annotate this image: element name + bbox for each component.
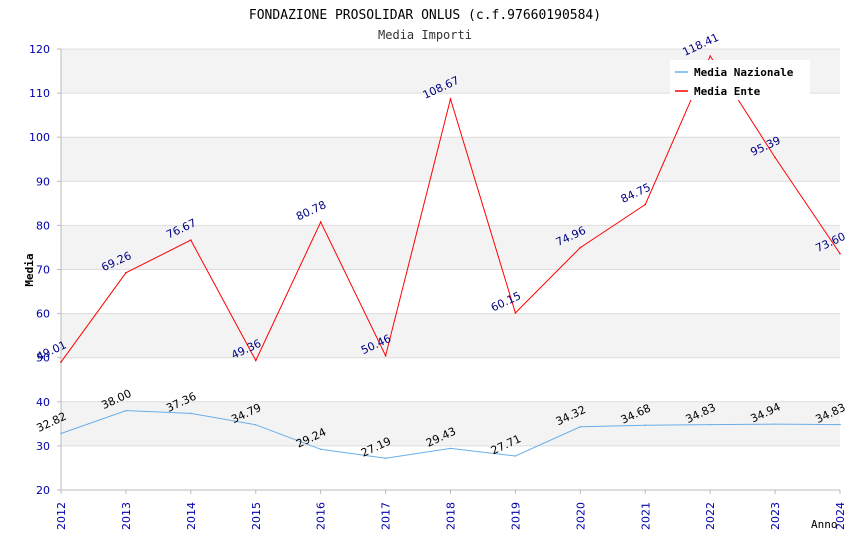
y-tick-label: 60 — [36, 308, 50, 321]
data-point — [579, 246, 582, 249]
data-point — [125, 271, 127, 274]
data-point — [514, 312, 517, 314]
y-axis-label: Media — [23, 253, 36, 286]
data-point — [384, 457, 387, 460]
y-tick-label: 90 — [36, 175, 50, 188]
gridlines — [61, 48, 840, 491]
data-point — [319, 221, 322, 223]
x-tick-label: 2013 — [120, 502, 133, 530]
data-point — [839, 423, 841, 426]
chart-title: FONDAZIONE PROSOLIDAR ONLUS (c.f.9766019… — [249, 8, 601, 23]
y-tick-label: 80 — [36, 219, 50, 232]
plot-band — [61, 225, 840, 270]
data-point — [254, 359, 257, 362]
legend: Media Nazionale Media Ente — [670, 60, 810, 100]
x-axis-label: Anno — [811, 518, 838, 531]
plot-band — [61, 137, 840, 182]
data-point — [709, 423, 711, 426]
plot-band — [61, 313, 840, 358]
data-point — [449, 98, 452, 100]
y-tick-label: 30 — [36, 440, 50, 453]
data-point — [709, 55, 711, 57]
data-point — [839, 252, 841, 255]
x-tick-label: 2020 — [574, 502, 587, 530]
axes — [57, 48, 841, 494]
y-tick-label: 110 — [29, 87, 50, 100]
y-tick-label: 70 — [36, 264, 50, 277]
data-label: 80.78 — [294, 198, 328, 223]
x-tick-label: 2024 — [834, 502, 847, 530]
y-tick-label: 100 — [29, 131, 50, 144]
data-point — [254, 423, 257, 426]
x-tick-label: 2012 — [55, 502, 68, 530]
x-tick-label: 2014 — [185, 502, 198, 530]
data-label: 84.75 — [619, 181, 653, 206]
data-point — [190, 239, 192, 241]
y-tick-labels: 20 30 40 50 60 70 80 90 100 110 120 — [29, 43, 50, 497]
data-point — [449, 447, 452, 450]
y-tick-label: 20 — [36, 484, 50, 497]
x-tick-label: 2019 — [509, 502, 522, 530]
data-point — [579, 426, 582, 428]
x-tick-label: 2023 — [769, 502, 782, 530]
data-point — [125, 409, 127, 412]
x-tick-label: 2015 — [250, 502, 263, 530]
data-point — [774, 156, 776, 159]
data-point — [60, 432, 62, 435]
x-tick-label: 2017 — [380, 502, 393, 530]
data-point — [319, 448, 322, 451]
x-tick-label: 2021 — [639, 502, 652, 530]
data-point — [190, 412, 192, 415]
x-tick-label: 2022 — [704, 502, 717, 530]
data-point — [514, 455, 517, 457]
data-point — [644, 424, 647, 427]
y-tick-label: 120 — [29, 43, 50, 56]
x-tick-label: 2018 — [445, 502, 458, 530]
data-point — [60, 361, 62, 363]
data-label: 49.01 — [34, 338, 68, 363]
legend-label: Media Ente — [694, 85, 761, 98]
data-point — [644, 203, 647, 206]
data-point — [384, 354, 387, 357]
x-tick-labels: 2012 2013 2014 2015 2016 2017 2018 2019 2020 2021… — [55, 502, 847, 530]
legend-label: Media Nazionale — [694, 66, 794, 79]
chart-subtitle: Media Importi — [378, 28, 472, 42]
plot-background — [61, 49, 840, 446]
legend-box — [670, 60, 810, 100]
x-tick-label: 2016 — [315, 502, 328, 530]
y-tick-label: 50 — [36, 352, 50, 365]
y-tick-label: 40 — [36, 396, 50, 409]
data-point — [774, 423, 776, 425]
